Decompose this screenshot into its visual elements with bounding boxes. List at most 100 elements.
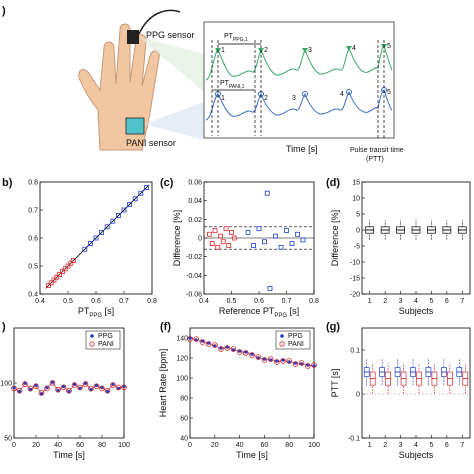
data-point (273, 359, 280, 365)
data-point (243, 350, 249, 356)
data-point (207, 231, 212, 237)
x-tick-label: 2 (383, 442, 387, 449)
panel-letter: ) (2, 321, 6, 333)
pani-peak-number: 5 (387, 89, 391, 96)
signal-box (203, 21, 395, 139)
y-tick-label: -0.1 (348, 436, 360, 443)
data-point (229, 229, 234, 235)
data-point (300, 237, 306, 243)
data-point (220, 239, 226, 245)
data-point (286, 358, 293, 364)
x-tick-label: 4 (414, 442, 418, 449)
data-point (93, 383, 100, 390)
data-point (88, 241, 93, 247)
data-point (224, 345, 231, 351)
y-axis-label: PTT [s] (330, 369, 340, 398)
x-tick-label: 0.7 (119, 298, 129, 305)
y-tick-label: 50 (4, 436, 12, 443)
y-tick-label: -0.02 (186, 254, 202, 261)
pani-peak-number: 4 (340, 91, 344, 98)
x-tick-label: 80 (285, 442, 293, 449)
data-point (11, 385, 17, 392)
x-tick-label: 0.5 (63, 298, 73, 305)
y-tick-label: 0.5 (28, 264, 38, 271)
y-tick-label: 0.7 (28, 208, 38, 215)
data-point (212, 228, 218, 233)
legend-marker (90, 334, 94, 338)
ptt-label: Pulse transit time (350, 147, 404, 154)
data-point (57, 271, 62, 277)
ppg-sensor-label: PPG sensor (146, 30, 195, 40)
x-tick-label: 60 (261, 442, 269, 449)
pani-waveform (205, 89, 393, 121)
data-point (199, 339, 206, 345)
x-tick-label: 3 (399, 442, 403, 449)
y-tick-label: 10 (352, 196, 360, 203)
x-axis-label: Subjects (399, 306, 434, 316)
data-point (289, 241, 295, 247)
pani-peak-marker (346, 89, 352, 95)
legend-label: PANI (288, 341, 304, 348)
panel-letter: (g) (326, 321, 340, 333)
ppg-peak-number: 3 (308, 47, 312, 54)
pani-peak-marker (302, 91, 308, 97)
y-tick-label: 0.6 (28, 236, 38, 243)
ppg-peak-number: 4 (352, 45, 356, 52)
data-point (205, 341, 212, 347)
panel-b-chart: b) 0.4 0.5 0.6 0.7 0.8 0.4 0.5 0.6 0.7 0.8 PTPPG [s… (2, 177, 157, 319)
data-point (127, 201, 132, 207)
data-point (209, 241, 215, 247)
plot-frame (189, 327, 315, 439)
data-point (215, 244, 221, 250)
data-point (143, 185, 149, 191)
y-tick-label: 100 (0, 381, 12, 388)
data-point (38, 390, 45, 396)
ppg-peak-marker (302, 48, 308, 53)
legend-marker (89, 341, 95, 347)
y-tick-label: 0.8 (28, 180, 38, 187)
data-point (27, 385, 34, 392)
x-tick-label: 6 (445, 442, 449, 449)
panel-f-chart: (f) 0 20 40 60 80 100 40 60 80 100 120 140 Time [s] He… (158, 321, 320, 460)
x-tick-label: 0.4 (35, 298, 45, 305)
data-point (280, 358, 286, 364)
legend-label: PPG (98, 333, 113, 340)
fit-line (45, 184, 150, 289)
x-axis-label: PTPPG [s] (78, 306, 114, 319)
ppg-sensor-cable (138, 9, 181, 35)
data-point (99, 385, 105, 392)
y-tick-label: -15 (350, 276, 360, 283)
y-tick-label: 5 (356, 212, 360, 219)
y-tick-label: -10 (350, 260, 360, 267)
data-point (278, 244, 284, 250)
x-tick-label: 80 (98, 442, 106, 449)
legend-marker (280, 334, 284, 338)
ppg-sensor-icon (127, 30, 139, 44)
pani-peak-number: 1 (221, 95, 225, 102)
data-point (304, 363, 311, 369)
y-tick-label: 0.1 (350, 348, 360, 355)
y-tick-label: 0.06 (188, 180, 202, 187)
x-axis-label: Reference PTPPG [s] (219, 306, 299, 319)
x-tick-label: 0 (188, 442, 192, 449)
y-tick-label: 120 (176, 356, 188, 363)
data-point (295, 231, 300, 237)
x-tick-label: 100 (308, 442, 320, 449)
panel-letter: (c) (160, 177, 174, 189)
panel-a: ) PPG sensor PANI sensor 1 2 3 4 (2, 5, 404, 163)
data-point (231, 235, 237, 241)
ppg-peak-number: 5 (387, 43, 391, 50)
data-point (62, 266, 68, 272)
data-point (261, 357, 268, 363)
data-point (104, 387, 111, 394)
data-point (218, 233, 223, 239)
x-tick-label: 5 (429, 442, 433, 449)
data-point (138, 190, 144, 196)
data-point (77, 384, 83, 391)
data-point (267, 356, 274, 362)
data-point (132, 196, 138, 202)
y-tick-label: 0 (198, 236, 202, 243)
x-axis-label: Time [s] (236, 450, 268, 460)
pani-sensor-patch-icon (125, 117, 145, 135)
data-point (251, 243, 256, 248)
